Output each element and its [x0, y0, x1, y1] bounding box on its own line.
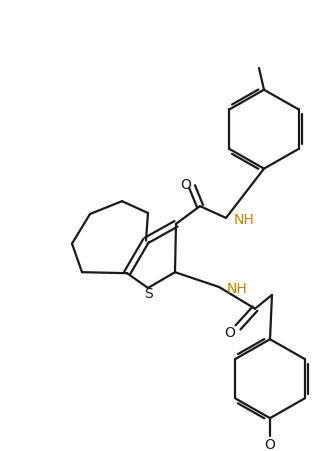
Text: NH: NH	[234, 212, 255, 226]
Text: NH: NH	[227, 281, 248, 295]
Text: S: S	[145, 286, 153, 300]
Text: O: O	[181, 178, 191, 192]
Text: O: O	[224, 326, 235, 340]
Text: O: O	[265, 437, 276, 451]
